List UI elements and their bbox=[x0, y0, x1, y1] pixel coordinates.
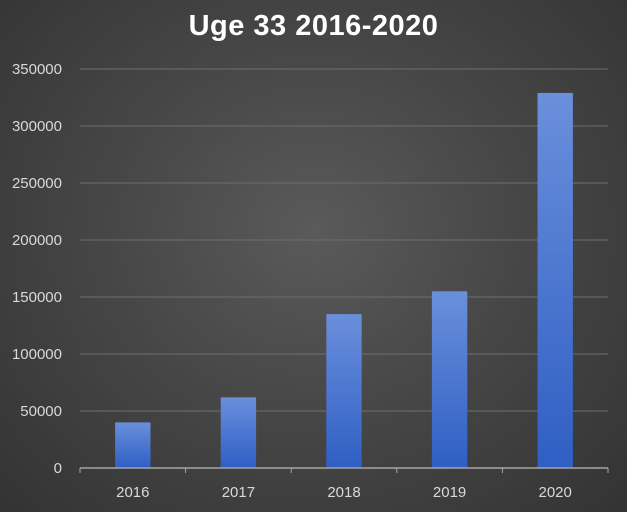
y-tick-label: 50000 bbox=[20, 403, 62, 420]
bar-2017 bbox=[220, 397, 257, 468]
bar-2016 bbox=[115, 422, 151, 468]
y-tick-label: 250000 bbox=[12, 175, 62, 192]
x-tick-label: 2016 bbox=[116, 484, 149, 501]
y-tick-label: 100000 bbox=[12, 346, 62, 363]
axes bbox=[79, 467, 609, 473]
tick-labels: 0 50000 100000 150000 200000 250000 300000 3500… bbox=[12, 61, 572, 501]
x-tick-label: 2019 bbox=[433, 484, 466, 501]
x-tick-label: 2017 bbox=[222, 484, 255, 501]
y-tick-label: 300000 bbox=[12, 118, 62, 135]
chart-title: Uge 33 2016-2020 bbox=[188, 10, 439, 42]
x-tick-label: 2020 bbox=[539, 484, 572, 501]
bar-2020 bbox=[537, 92, 573, 468]
x-tick-label: 2018 bbox=[327, 484, 360, 501]
y-tick-label: 200000 bbox=[12, 232, 62, 249]
y-tick-label: 0 bbox=[54, 460, 62, 477]
y-tick-label: 350000 bbox=[12, 61, 62, 78]
y-tick-label: 150000 bbox=[12, 289, 62, 306]
bars bbox=[115, 92, 573, 468]
bar-2018 bbox=[326, 314, 362, 468]
bar-2019 bbox=[431, 291, 468, 468]
